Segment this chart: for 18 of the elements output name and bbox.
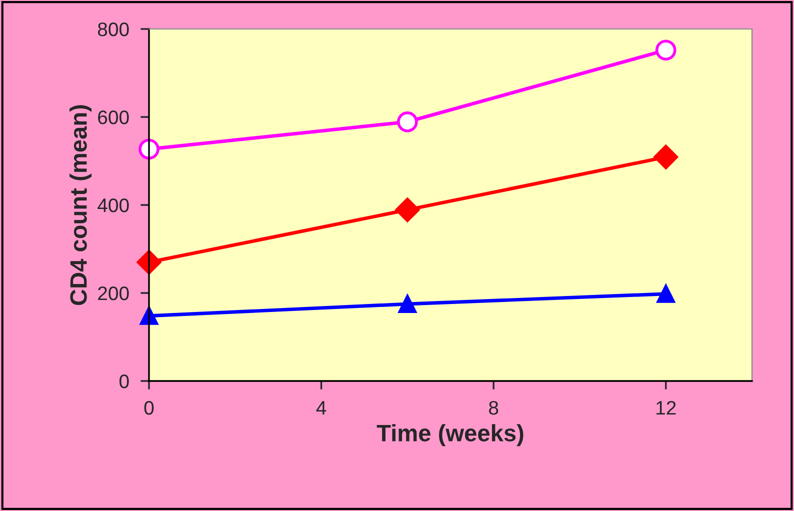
point [656,284,675,303]
y-tick-label: 400 [98,198,129,212]
point [138,138,160,160]
y-axis-title: CD4 count (mean) [70,105,92,306]
x-tick-label: 0 [144,400,154,415]
y-tick-label: 200 [98,286,129,300]
point [655,40,676,61]
x-tick-label: 8 [489,400,498,415]
y-tick-label: 600 [98,110,129,124]
x-tick-label: 12 [656,400,676,415]
y-tick-label: 0 [120,374,129,388]
y-tick-label: 800 [98,22,129,36]
point [398,294,416,314]
point [397,111,418,132]
point [395,198,420,222]
x-tick-label: 4 [316,401,326,415]
point [654,144,678,170]
x-axis-title: Time (weeks) [376,424,524,446]
